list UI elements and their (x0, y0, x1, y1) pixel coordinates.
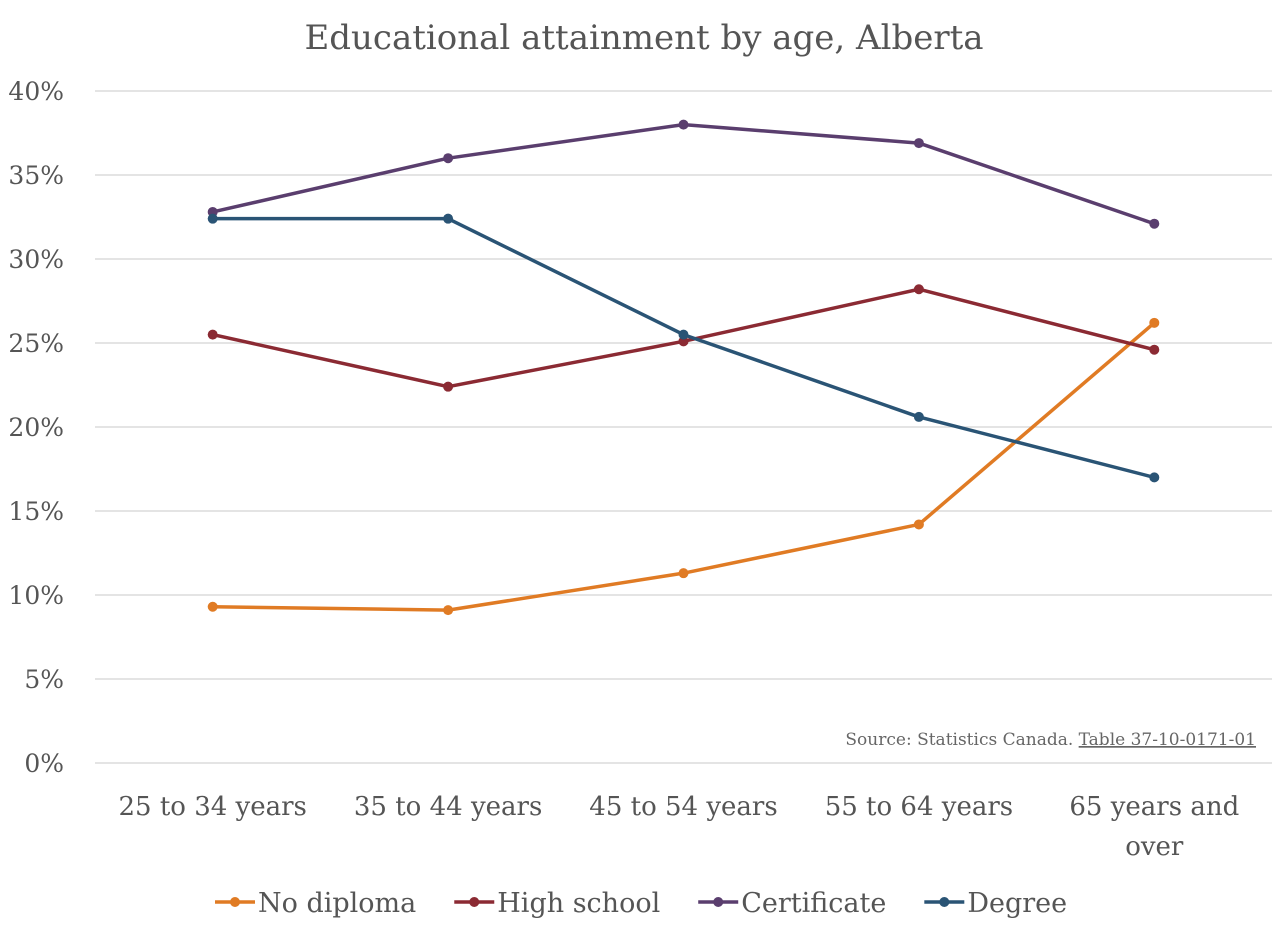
x-category-label: 25 to 34 years (118, 792, 306, 822)
legend-item-degree[interactable]: Degree (924, 888, 1067, 919)
legend-swatch-marker (939, 897, 950, 907)
y-tick-label: 35% (8, 161, 64, 190)
data-point-certificate (913, 138, 924, 149)
y-tick-label: 0% (24, 749, 64, 778)
source-prefix: Source: Statistics Canada. (845, 730, 1078, 750)
series-degree (207, 213, 1160, 483)
legend-label: Certificate (741, 888, 886, 919)
y-tick-label: 30% (8, 245, 64, 274)
data-point-high-school (1149, 344, 1160, 355)
data-point-no-diploma (678, 568, 689, 579)
x-category-label-line: 65 years and (1069, 792, 1239, 822)
data-point-no-diploma (913, 519, 924, 530)
series-line-certificate (210, 122, 1157, 226)
data-point-no-diploma (1149, 317, 1160, 328)
y-tick-label: 5% (24, 665, 64, 694)
legend-swatch-marker (230, 897, 240, 907)
x-category-label-line: over (1125, 832, 1184, 862)
data-point-high-school (913, 284, 924, 295)
y-axis-ticks: 0% 5% 10% 15% 20% 25% 30% 35% 40% (8, 77, 64, 778)
data-point-certificate (678, 119, 689, 130)
y-tick-label: 15% (8, 497, 64, 526)
chart-title: Educational attainment by age, Alberta (304, 18, 983, 58)
data-point-certificate (443, 153, 454, 164)
data-point-certificate (1149, 218, 1160, 229)
legend-item-high-school[interactable]: High school (454, 888, 660, 919)
series-certificate (207, 119, 1160, 229)
legend-label: High school (497, 888, 660, 919)
y-tick-label: 20% (8, 413, 64, 442)
data-point-degree (207, 213, 218, 224)
series-high-school (207, 284, 1160, 392)
data-point-no-diploma (207, 601, 218, 612)
data-point-no-diploma (443, 605, 454, 616)
legend-swatch-marker (469, 897, 480, 907)
source-link[interactable]: Table 37-10-0171-01 (1079, 730, 1256, 750)
x-axis-categories: 25 to 34 years 35 to 44 years 45 to 54 yea… (118, 792, 1239, 862)
legend-swatch-marker (713, 897, 724, 907)
y-tick-label: 25% (8, 329, 64, 358)
x-category-label: 35 to 44 years (354, 792, 542, 822)
legend-label: Degree (967, 888, 1067, 919)
data-point-high-school (207, 329, 218, 340)
x-category-label-line: 45 to 54 years (589, 792, 777, 822)
y-tick-label: 40% (8, 77, 64, 106)
legend: No diploma High school Certificate Degree (215, 888, 1067, 919)
x-category-label: 45 to 54 years (589, 792, 777, 822)
x-category-label: 65 years and over (1069, 792, 1239, 862)
legend-item-certificate[interactable]: Certificate (698, 888, 886, 919)
y-tick-label: 10% (8, 581, 64, 610)
data-point-degree (1149, 472, 1160, 483)
series-no-diploma (207, 317, 1160, 616)
gridlines (95, 90, 1272, 764)
x-category-label-line: 35 to 44 years (354, 792, 542, 822)
data-point-degree (913, 411, 924, 422)
legend-label: No diploma (258, 888, 416, 919)
x-category-label-line: 55 to 64 years (825, 792, 1013, 822)
legend-item-no-diploma[interactable]: No diploma (215, 888, 416, 919)
data-point-degree (443, 213, 454, 224)
source-text: Source: Statistics Canada. Table 37-10-0… (845, 730, 1256, 750)
x-category-label: 55 to 64 years (825, 792, 1013, 822)
data-point-degree (678, 329, 689, 340)
data-point-high-school (443, 381, 454, 392)
series-lines (207, 119, 1160, 616)
source-note: Source: Statistics Canada. Table 37-10-0… (845, 730, 1256, 750)
series-line-degree (210, 216, 1157, 480)
x-category-label-line: 25 to 34 years (118, 792, 306, 822)
